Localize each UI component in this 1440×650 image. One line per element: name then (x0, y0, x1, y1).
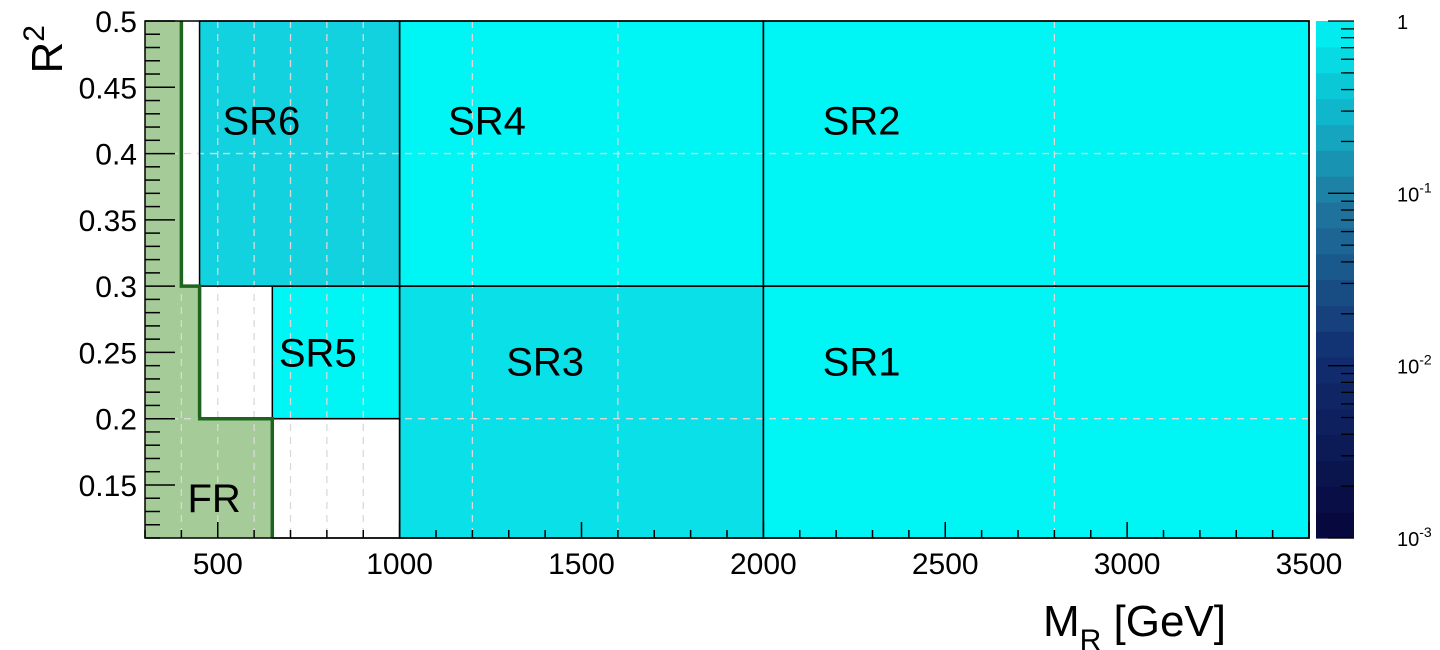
colorbar-band (1316, 486, 1354, 513)
colorbar-band (1316, 408, 1354, 436)
cell-sr2 (763, 21, 1309, 287)
region-labels: SR6 SR4 SR2 SR5 SR3 SR1 FR (187, 99, 900, 521)
colorbar-band (1316, 253, 1354, 281)
colorbar-band (1316, 460, 1354, 487)
colorbar-band (1316, 150, 1354, 177)
colorbar-tick-exponent: -1 (1419, 179, 1432, 195)
colorbar-band (1316, 176, 1354, 203)
y-tick-label: 0.3 (95, 271, 137, 304)
colorbar-band (1316, 512, 1354, 539)
colorbar-band (1316, 72, 1354, 100)
colorbar-band (1316, 305, 1354, 332)
y-axis: 0.15 0.2 0.25 0.3 0.35 0.4 0.45 0.5 (79, 6, 175, 539)
cell-sr5 (272, 286, 400, 419)
y-axis-title: R2 (18, 25, 72, 73)
colorbar-band (1316, 98, 1354, 125)
y-tick-label: 0.25 (79, 337, 137, 370)
region-label-sr3: SR3 (506, 341, 584, 385)
x-axis-title: MR [GeV] (1043, 597, 1226, 650)
region-label-sr2: SR2 (823, 99, 901, 143)
colorbar-band (1316, 357, 1354, 384)
empty-bin-border (271, 417, 401, 539)
x-tick-label: 3500 (1276, 548, 1343, 581)
y-axis-title-main: R (23, 42, 72, 74)
fr-region-boundary (179, 21, 275, 538)
x-tick-label: 500 (193, 548, 243, 581)
x-axis-title-unit: [GeV] (1101, 597, 1226, 646)
colorbar-band (1316, 124, 1354, 151)
x-axis-title-main: M (1043, 597, 1080, 646)
colorbar-band (1316, 382, 1354, 410)
y-tick-label: 0.2 (95, 404, 137, 437)
colorbar-band (1316, 46, 1354, 74)
cell-sr1 (763, 286, 1309, 538)
region-label-sr4: SR4 (448, 99, 526, 143)
y-tick-label: 0.45 (79, 72, 137, 105)
x-axis-title-sub: R (1080, 624, 1102, 650)
x-tick-label: 3000 (1094, 548, 1161, 581)
colorbar-tick-label: 1 (1397, 12, 1408, 34)
cell-sr3 (399, 286, 764, 538)
region-label-fr: FR (187, 477, 240, 521)
region-label-sr1: SR1 (823, 341, 901, 385)
colorbar-tick-base: 10 (1397, 357, 1419, 379)
colorbar-tick-base: 10 (1397, 529, 1419, 551)
colorbar-band (1316, 434, 1354, 462)
colorbar-tick-exponent: -3 (1419, 524, 1432, 540)
heatmap-cells (199, 21, 1309, 538)
y-axis-title-sup: 2 (18, 25, 51, 42)
colorbar: 110-110-210-3 (1316, 12, 1432, 551)
colorbar-tick-label: 10-1 (1397, 179, 1432, 206)
x-tick-label: 2500 (912, 548, 979, 581)
region-label-sr5: SR5 (279, 331, 357, 375)
region-label-sr6: SR6 (222, 99, 300, 143)
y-tick-label: 0.5 (95, 6, 137, 39)
y-tick-label: 0.4 (95, 139, 137, 172)
x-tick-label: 1500 (548, 548, 615, 581)
fr-region-fill (145, 21, 273, 538)
colorbar-band (1316, 331, 1354, 358)
x-axis: 500 1000 1500 2000 2500 3000 3500 (144, 522, 1343, 581)
grid-lines (145, 21, 1309, 538)
colorbar-tick-label: 10-2 (1397, 352, 1432, 379)
colorbar-band (1316, 201, 1354, 229)
colorbar-tick-label: 10-3 (1397, 524, 1432, 551)
y-tick-label: 0.15 (79, 470, 137, 503)
x-tick-label: 2000 (730, 548, 797, 581)
x-tick-label: 1000 (366, 548, 433, 581)
colorbar-tick-base: 10 (1397, 184, 1419, 206)
y-tick-label: 0.35 (79, 205, 137, 238)
colorbar-tick-base: 1 (1397, 12, 1408, 34)
colorbar-band (1316, 21, 1354, 48)
fr-region (145, 21, 273, 538)
colorbar-tick-exponent: -2 (1419, 352, 1432, 368)
